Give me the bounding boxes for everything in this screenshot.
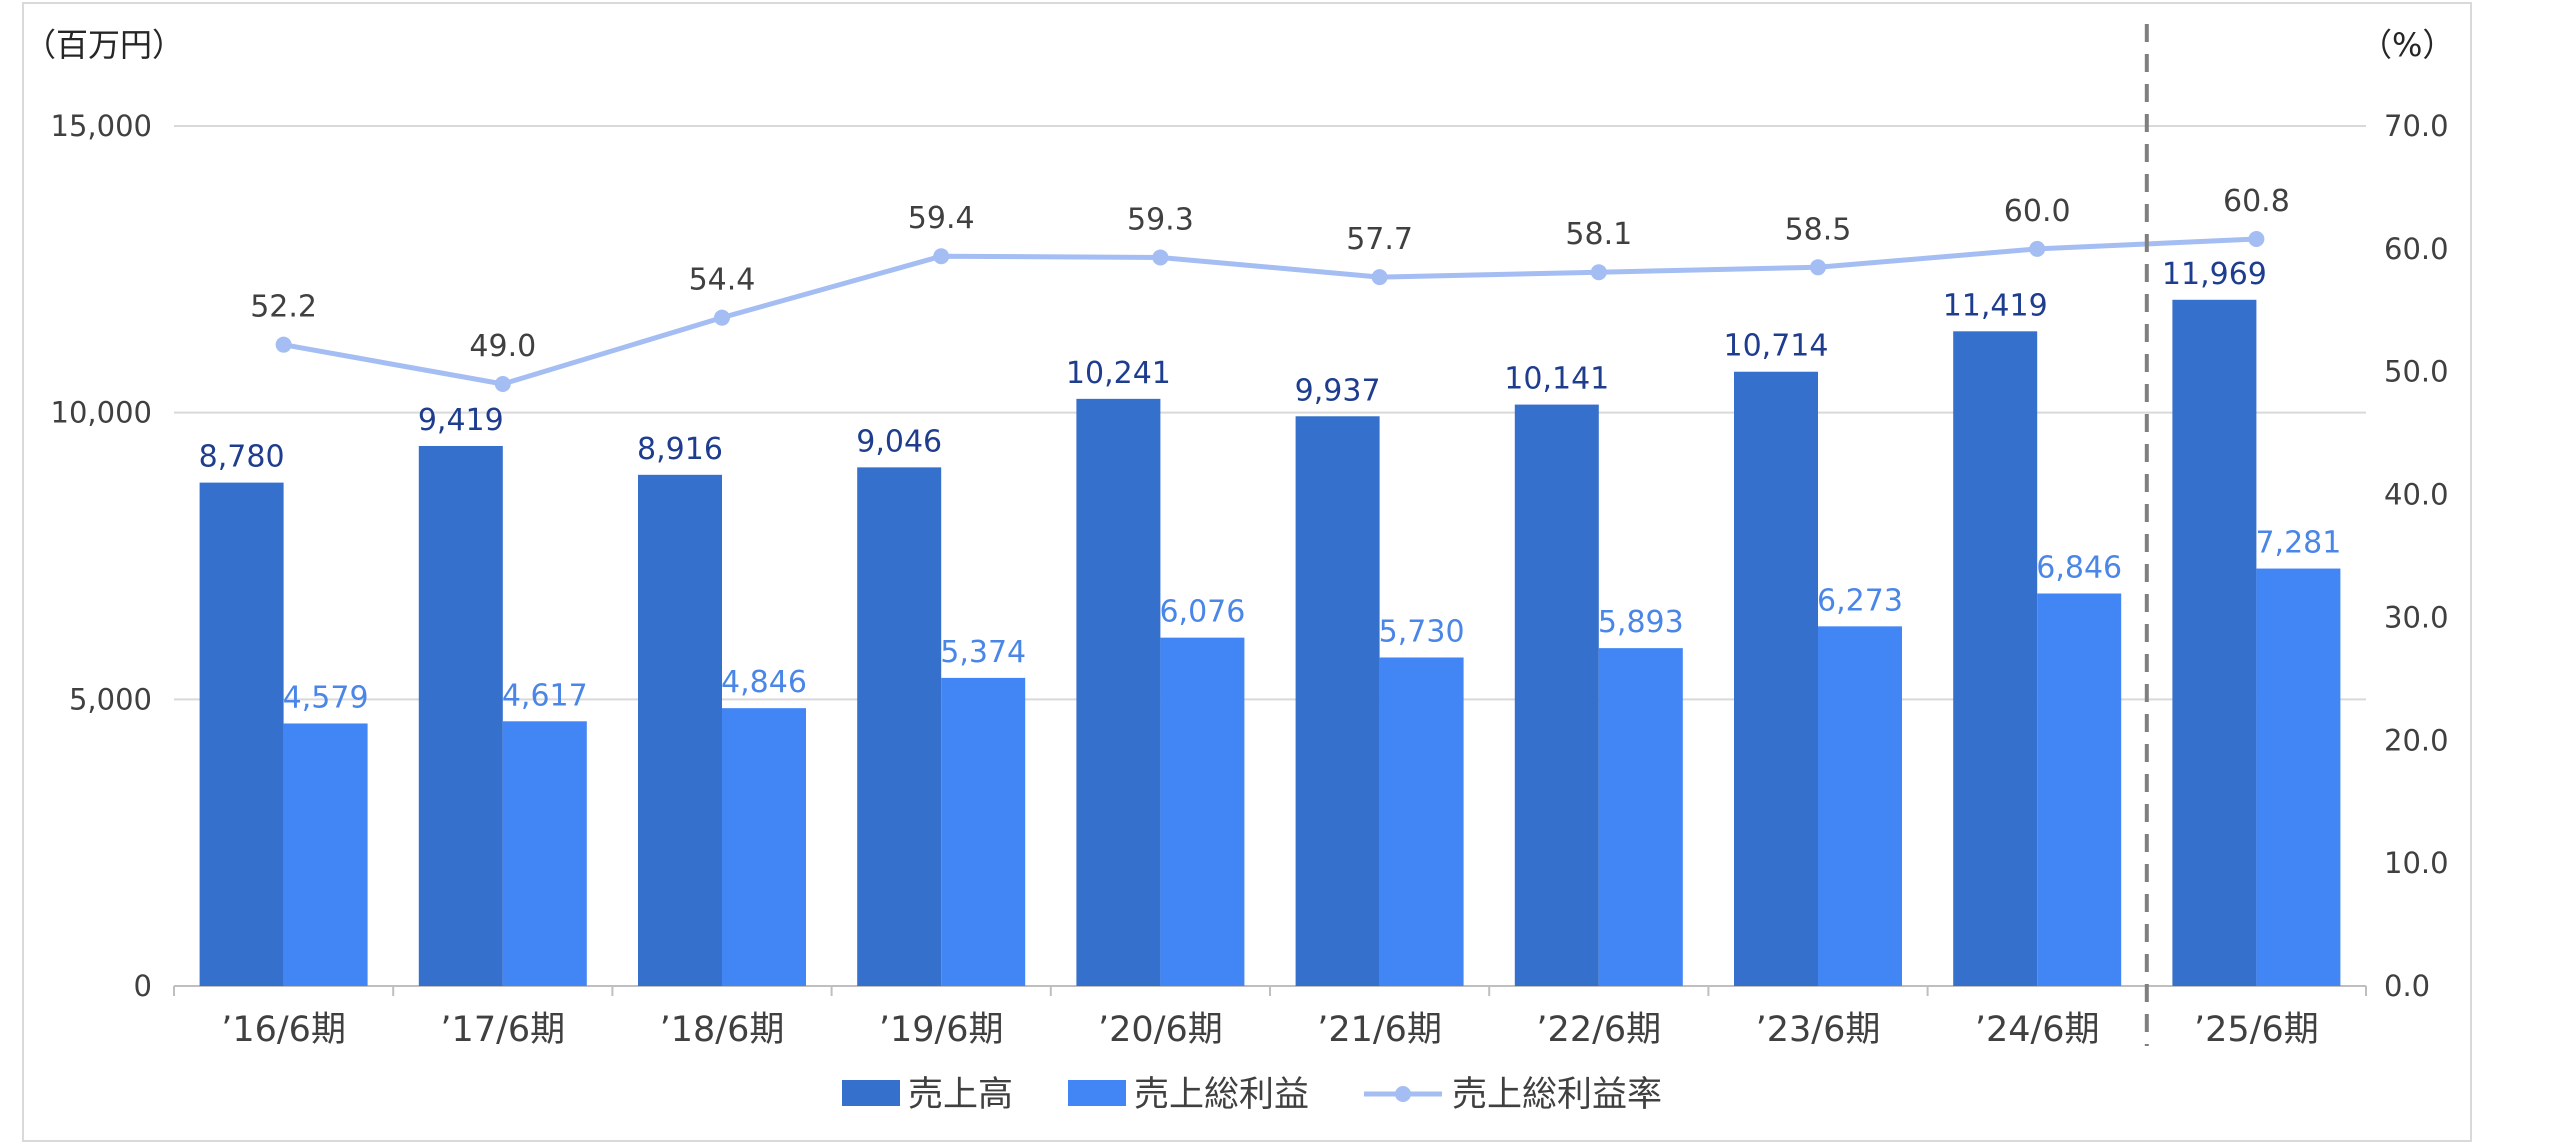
data-label-gross-margin: 57.7	[1346, 222, 1413, 257]
x-axis-category-label: ’25/6期	[2194, 1010, 2319, 1050]
data-label-gross-profit: 5,893	[1598, 605, 1684, 640]
point-gross-margin	[714, 309, 730, 326]
data-labels: 8,780 4,579 9,419 4,617 8,916 4,846 9,046 5,374…	[199, 184, 2342, 715]
bar-gross-profit	[722, 708, 806, 986]
bar-sales	[1514, 404, 1599, 987]
data-label-sales: 8,916	[637, 432, 723, 467]
bar-gross-profit	[283, 723, 368, 986]
point-gross-margin	[1371, 269, 1388, 286]
x-axis-category-label: ’19/6期	[879, 1010, 1004, 1050]
x-axis-category-label: ’22/6期	[1536, 1010, 1661, 1050]
point-gross-margin	[2029, 240, 2046, 257]
legend-label-sales: 売上高	[908, 1075, 1013, 1115]
right-axis-tick-label: 60.0	[2384, 232, 2449, 266]
rate-line	[275, 231, 2265, 392]
bar-gross-profit	[1818, 626, 1902, 986]
bar-sales	[199, 482, 284, 986]
data-label-sales: 9,937	[1295, 373, 1381, 408]
left-axis-tick-label: 15,000	[51, 109, 152, 143]
x-axis-category-label: ’24/6期	[1975, 1010, 2100, 1050]
data-label-gross-profit: 6,273	[1817, 583, 1903, 618]
data-label-sales: 8,780	[199, 440, 285, 475]
legend-label-gross-profit: 売上総利益	[1134, 1075, 1309, 1115]
data-label-sales: 9,419	[418, 403, 504, 438]
data-label-gross-margin: 52.2	[250, 290, 317, 325]
legend-swatch-sales	[842, 1080, 900, 1106]
point-gross-margin	[1590, 264, 1607, 281]
bar-sales	[857, 467, 942, 986]
right-axis-unit: （%）	[2360, 26, 2454, 64]
bar-gross-profit	[1598, 648, 1683, 986]
right-axis-tick-label: 10.0	[2384, 846, 2449, 880]
bar-sales	[418, 445, 503, 987]
x-axis-category-label: ’23/6期	[1756, 1010, 1881, 1050]
data-label-gross-margin: 58.1	[1565, 217, 1632, 252]
data-label-sales: 10,714	[1724, 329, 1829, 364]
data-label-sales: 9,046	[856, 424, 942, 459]
legend-marker-gross-margin	[1395, 1086, 1411, 1102]
data-label-gross-margin: 59.4	[908, 201, 975, 236]
left-axis-unit: （百万円）	[24, 26, 184, 64]
legend-swatch-gross-profit	[1068, 1080, 1126, 1106]
x-axis-category-label: ’21/6期	[1317, 1010, 1442, 1050]
right-axis-tick-label: 30.0	[2384, 600, 2449, 634]
data-label-gross-margin: 54.4	[689, 263, 756, 298]
data-label-gross-margin: 49.0	[469, 329, 536, 364]
bar-sales	[638, 474, 722, 986]
left-axis-tick-label: 10,000	[51, 396, 152, 430]
data-label-sales: 10,141	[1504, 362, 1609, 397]
right-axis-tick-label: 20.0	[2384, 723, 2449, 757]
point-gross-margin	[494, 376, 511, 392]
bar-sales	[1734, 371, 1818, 986]
x-axis-category-label: ’20/6期	[1098, 1010, 1223, 1050]
combo-chart: 8,780 4,579 9,419 4,617 8,916 4,846 9,046 5,374…	[24, 24, 2454, 1115]
data-label-gross-profit: 5,730	[1379, 614, 1465, 649]
bar-gross-profit	[941, 677, 1026, 986]
left-axis-tick-label: 0	[134, 969, 152, 1003]
bar-gross-profit	[502, 721, 587, 986]
data-label-gross-margin: 60.0	[2004, 194, 2071, 229]
bar-sales	[1295, 416, 1380, 986]
left-axis-tick-label: 5,000	[69, 682, 152, 716]
x-axis-category-label: ’16/6期	[221, 1010, 346, 1050]
point-gross-margin	[1810, 259, 1826, 276]
point-gross-margin	[933, 248, 950, 265]
data-label-gross-profit: 4,579	[283, 680, 369, 715]
line-gross-margin	[283, 236, 2257, 387]
point-gross-margin	[2248, 231, 2265, 248]
data-label-gross-profit: 4,846	[721, 665, 807, 700]
right-axis-tick-label: 70.0	[2384, 109, 2449, 143]
data-label-gross-profit: 5,374	[940, 635, 1026, 670]
bar-gross-profit	[2256, 568, 2341, 986]
bars	[199, 299, 2341, 987]
data-label-gross-profit: 6,846	[2036, 550, 2122, 585]
data-label-gross-profit: 7,281	[2255, 526, 2341, 561]
bar-gross-profit	[1160, 637, 1245, 986]
bar-sales	[2172, 299, 2257, 986]
legend: 売上高 売上総利益 売上総利益率	[842, 1075, 1662, 1115]
axes: （百万円） （%） 0 5,000 10,000 15,000 0.0 10.0 20.0 3…	[24, 26, 2454, 1050]
point-gross-margin	[275, 336, 292, 353]
data-label-gross-margin: 60.8	[2223, 184, 2290, 219]
x-axis-category-label: ’18/6期	[660, 1010, 785, 1050]
chart-frame: 8,780 4,579 9,419 4,617 8,916 4,846 9,046 5,374…	[22, 2, 2472, 1142]
right-axis-tick-label: 40.0	[2384, 478, 2449, 512]
bar-sales	[1953, 331, 2038, 986]
data-label-gross-margin: 58.5	[1785, 212, 1852, 247]
legend-label-gross-margin: 売上総利益率	[1452, 1075, 1662, 1115]
x-axis-category-label: ’17/6期	[440, 1010, 565, 1050]
right-axis-tick-label: 50.0	[2384, 355, 2449, 389]
bar-sales	[1076, 398, 1161, 986]
data-label-sales: 11,419	[1943, 288, 2048, 323]
data-label-sales: 10,241	[1066, 356, 1171, 391]
data-label-gross-profit: 4,617	[502, 678, 588, 713]
data-label-sales: 11,969	[2162, 257, 2267, 292]
data-label-gross-profit: 6,076	[1159, 595, 1245, 630]
point-gross-margin	[1152, 249, 1169, 266]
bar-gross-profit	[2037, 593, 2122, 986]
right-axis-tick-label: 0.0	[2384, 969, 2430, 1003]
bar-gross-profit	[1379, 657, 1464, 986]
data-label-gross-margin: 59.3	[1127, 202, 1194, 237]
